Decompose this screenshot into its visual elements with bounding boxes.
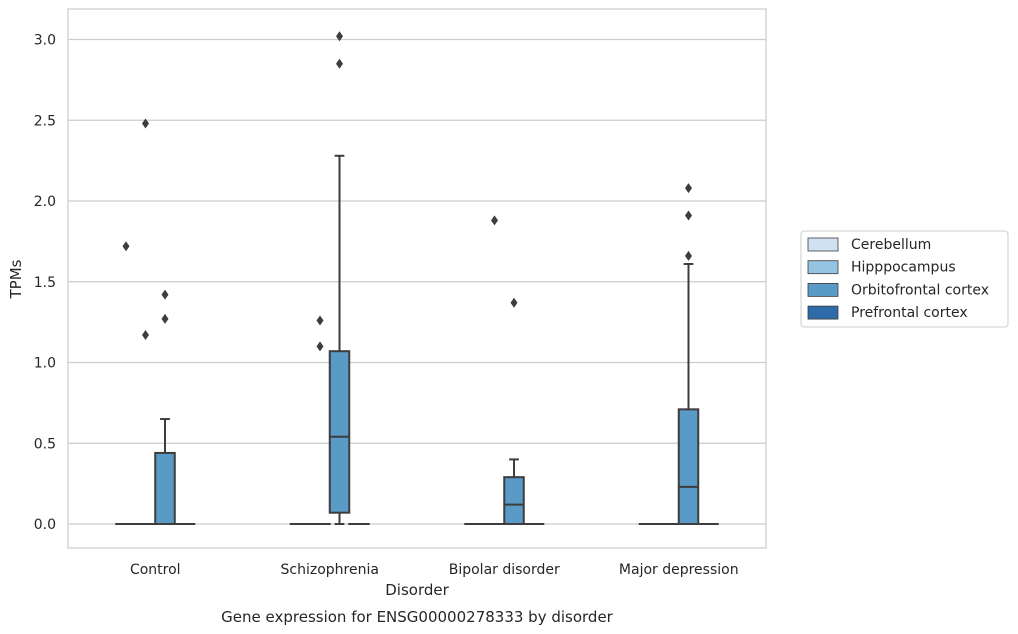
legend-label: Cerebellum [851,237,931,253]
box-orbitofrontal-cortex [677,262,700,525]
x-tick-labels: Control Schizophrenia Bipolar disorder Majo… [130,562,739,578]
plot-frame [67,8,767,549]
outlier-point [142,118,149,129]
y-tick-label: 2.0 [34,194,56,210]
legend-swatch [807,282,839,297]
outlier-point [336,31,343,42]
x-tick-label: Major depression [619,562,739,578]
box-body [154,451,176,525]
legend-label: Orbitofrontal cortex [851,282,989,298]
outlier-point [491,215,498,226]
x-axis-label: Disorder [385,581,449,599]
x-tick-label: Schizophrenia [281,562,379,578]
x-tick-label: Bipolar disorder [449,562,560,578]
x-tick-label: Control [130,562,181,578]
y-tick-labels: 0.0 0.5 1.0 1.5 2.0 2.5 3.0 [34,33,56,534]
outlier-point [685,250,692,261]
outlier-point [685,210,692,221]
legend-label: Prefrontal cortex [851,305,968,321]
y-tick-label: 0.5 [34,436,56,452]
legend-items: Cerebellum Hipppocampus Orbitofrontal cort… [807,237,989,321]
box-orbitofrontal-cortex [154,418,176,525]
box-body [328,350,351,514]
y-tick-label: 1.0 [34,356,56,372]
outlier-point [510,297,518,308]
chart-caption: Gene expression for ENSG00000278333 by d… [221,608,614,626]
legend: Cerebellum Hipppocampus Orbitofrontal cort… [800,230,1009,328]
outlier-point [316,341,324,352]
y-tick-label: 3.0 [34,33,56,49]
outlier-point [685,183,692,194]
y-tick-label: 2.5 [34,113,56,129]
plot-area-background [68,9,766,548]
box-orbitofrontal-cortex [503,458,525,526]
outlier-point [336,58,343,69]
outlier-point [122,241,130,252]
y-tick-label: 1.5 [34,275,56,291]
box-orbitofrontal-cortex [328,154,351,525]
legend-swatch [807,237,839,252]
legend-swatch [807,305,839,320]
outlier-point [161,289,169,300]
outlier-point [316,315,324,326]
legend-label: Hipppocampus [851,260,956,276]
legend-box [800,230,1009,328]
legend-swatch [807,260,839,275]
boxes [115,154,719,526]
outliers [122,31,692,352]
outlier-point [161,313,169,324]
y-tick-label: 0.0 [34,517,56,533]
y-axis-label: TPMs [7,259,25,299]
box-body [503,476,525,526]
box-body [677,408,700,525]
outlier-point [142,330,149,341]
